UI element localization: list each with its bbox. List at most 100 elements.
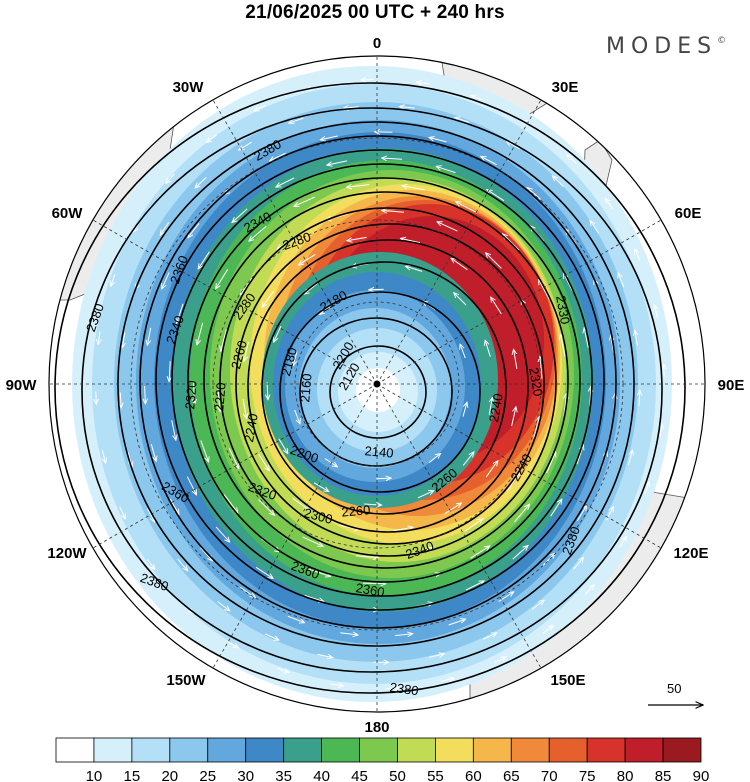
wind-vector-95 [576,445,583,465]
colorbar-swatch-7 [321,737,360,763]
wind-vector-160 [98,331,100,345]
wind-vector-137 [289,117,304,123]
wind-vector-108 [188,223,200,237]
wind-vector-159 [96,391,97,404]
wind-vector-167 [361,80,374,81]
colorbar-label-90: 90 [693,768,710,782]
contour-label-22: 2240 [241,412,261,443]
wind-vector-180 [542,625,554,634]
contour-label-13: 2320 [182,380,199,410]
contour-label-15: 2320 [526,366,546,397]
wind-vector-103 [169,498,179,515]
wind-vector-110 [269,152,286,161]
wind-vector-11 [364,504,382,505]
wind-vector-81 [171,420,176,440]
longitude-label-120w: 120W [47,545,87,562]
colorbar-swatch-3 [169,737,209,763]
wind-vector-89 [436,166,456,174]
wind-vector-127 [287,615,305,622]
wind-vector-67 [402,186,425,191]
wind-vector-94 [590,386,591,407]
wind-vector-85 [232,208,248,223]
brand-name: MODES [606,34,718,59]
wind-vector-105 [145,385,146,404]
wind-vector-20 [485,340,491,357]
colorbar-label-25: 25 [199,768,216,782]
contour-line-7 [203,191,569,569]
wind-vector-45 [240,276,254,296]
wind-vector-106 [147,327,152,346]
longitude-label-0: 0 [373,35,381,52]
wind-vector-8 [460,344,466,359]
wind-vector-134 [160,222,170,235]
colorbar-swatch-2 [131,737,171,763]
colorbar-label-65: 65 [503,768,520,782]
wind-vector-84 [198,251,210,269]
wind-vector-131 [120,392,121,408]
wind-vector-155 [264,633,279,640]
wind-vector-60 [200,440,209,463]
colorbar-label-60: 60 [465,768,482,782]
contour-line-5 [171,163,593,597]
reference-vector-label: 50 [667,681,681,696]
wind-vector-185 [276,667,289,672]
colorbar-label-50: 50 [389,768,406,782]
colorbar-swatch-11 [472,737,512,763]
wind-vector-183 [386,688,399,689]
wind-vector-102 [200,547,213,561]
wind-vector-52 [540,356,542,379]
wind-vector-168 [416,82,430,84]
wind-vector-88 [382,158,402,159]
latitude-circle-0 [294,301,460,467]
wind-vector-161 [111,274,116,286]
wind-vector-128 [240,586,255,597]
colorbar-swatch-13 [548,737,588,763]
wind-vector-179 [585,585,595,595]
wind-vector-132 [122,332,125,348]
wind-vector-129 [146,508,154,523]
longitude-label-180: 180 [364,719,389,736]
wind-vector-171 [567,155,577,164]
colorbar-swatch-8 [359,737,398,763]
contour-line-11 [261,261,507,515]
wind-vector-1 [376,478,391,479]
colorbar-swatch-12 [510,737,550,763]
wind-vector-80 [186,476,196,495]
wind-vector-44 [221,329,227,352]
graticule [49,56,705,712]
wind-vector-55 [464,519,483,533]
longitude-label-60e: 60E [675,205,702,222]
contour-line-0 [54,82,686,694]
wind-vector-66 [346,185,370,188]
wind-vector-165 [254,105,266,112]
wind-vector-53 [533,417,540,439]
wind-vector-23 [393,527,414,532]
wind-vector-37 [485,461,498,478]
wind-vector-28 [244,341,249,362]
longitude-label-90w: 90W [6,377,38,394]
wind-vector-145 [635,330,638,346]
wind-vector-176 [660,423,662,437]
wind-vector-130 [127,451,132,467]
wind-vector-78 [255,566,273,578]
wind-vector-69 [503,234,520,251]
wind-vector-61 [194,381,195,404]
wind-vector-12 [313,482,329,492]
map-disc [49,56,705,712]
wind-vector-79 [215,526,230,542]
core-outline [241,270,511,510]
contour-line-1 [81,107,663,673]
contour-label-28: 2180 [278,346,300,378]
wind-vector-18 [405,266,423,272]
wind-vector-184 [330,684,344,686]
contour-line-6 [187,177,581,583]
wind-vector-172 [605,198,614,210]
wind-vector-42 [228,448,239,468]
wind-vector-177 [644,482,649,494]
wind-vector-181 [494,657,507,663]
map-title: 21/06/2025 00 UTC + 240 hrs [245,2,505,23]
wind-vector-138 [343,107,359,109]
wind-vector-115 [527,188,541,200]
wind-vector-186 [227,640,238,648]
